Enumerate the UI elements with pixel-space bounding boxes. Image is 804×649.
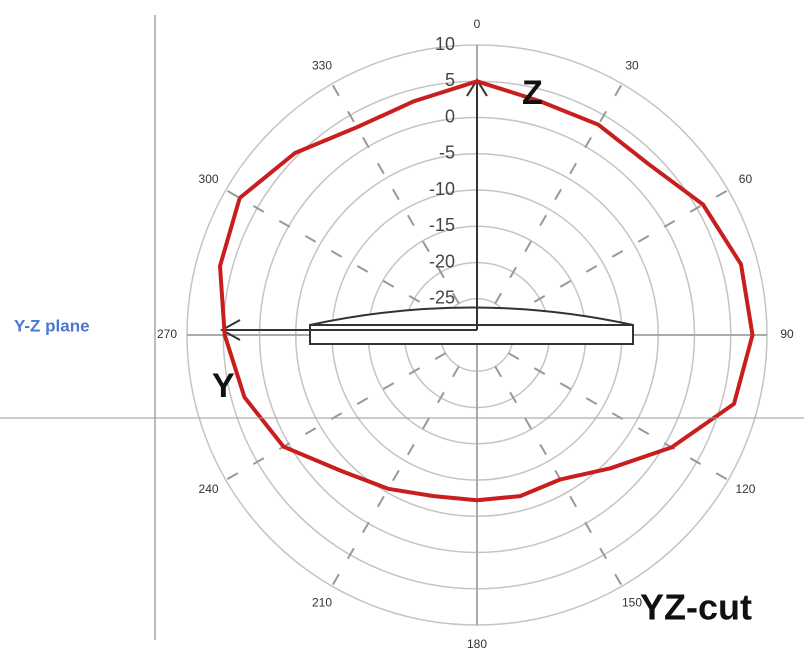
antenna-top <box>309 306 634 326</box>
angle-label: 150 <box>622 596 642 610</box>
r-tick-label: -20 <box>429 251 455 271</box>
r-tick-label: 5 <box>445 70 455 90</box>
chart-title: YZ-cut <box>640 587 752 628</box>
angle-label: 240 <box>199 482 219 496</box>
r-tick-label: 0 <box>445 106 455 126</box>
r-tick-label: -5 <box>439 143 455 163</box>
angle-label: 270 <box>157 327 177 341</box>
angle-label: 180 <box>467 637 487 649</box>
pattern-line <box>218 79 755 503</box>
angle-label: 90 <box>780 327 794 341</box>
angle-label: 0 <box>474 17 481 31</box>
y-arrowhead <box>219 319 241 341</box>
plane-label: Y-Z plane <box>14 316 90 335</box>
y-label: Y <box>212 367 235 405</box>
antenna-body <box>309 324 634 345</box>
r-tick-label: -25 <box>429 288 455 308</box>
angle-label: 120 <box>735 482 755 496</box>
spoke <box>225 352 447 481</box>
spoke <box>331 365 460 587</box>
angle-label: 30 <box>625 59 639 73</box>
spoke <box>507 352 729 481</box>
spoke <box>494 365 623 587</box>
z-label: Z <box>522 74 543 112</box>
angle-label: 210 <box>312 596 332 610</box>
r-tick-label: 10 <box>435 34 455 54</box>
spoke <box>331 83 460 305</box>
antenna <box>219 78 634 345</box>
angle-label: 300 <box>199 172 219 186</box>
spoke <box>225 189 447 318</box>
spoke <box>494 83 623 305</box>
plot <box>218 79 755 503</box>
r-tick-label: -15 <box>429 215 455 235</box>
angle-label: 60 <box>739 172 753 186</box>
spoke <box>507 189 729 318</box>
angle-label: 330 <box>312 59 332 73</box>
r-tick-label: -10 <box>429 179 455 199</box>
